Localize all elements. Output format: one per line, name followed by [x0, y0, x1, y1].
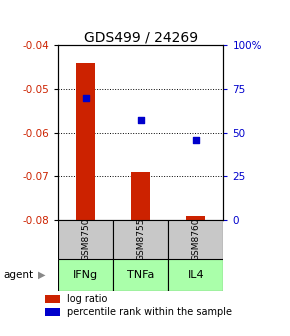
- Text: GSM8755: GSM8755: [136, 218, 145, 261]
- Bar: [58, 220, 113, 259]
- Bar: [168, 259, 223, 291]
- Text: GSM8760: GSM8760: [191, 218, 200, 261]
- Bar: [168, 220, 223, 259]
- Text: percentile rank within the sample: percentile rank within the sample: [67, 307, 232, 317]
- Bar: [58, 259, 113, 291]
- Bar: [76, 63, 95, 220]
- Bar: [113, 259, 168, 291]
- Bar: [45, 308, 60, 317]
- Point: [83, 95, 88, 100]
- Point: [138, 118, 143, 123]
- Bar: [45, 295, 60, 303]
- Title: GDS499 / 24269: GDS499 / 24269: [84, 30, 198, 44]
- Text: log ratio: log ratio: [67, 294, 107, 304]
- Bar: [186, 216, 205, 220]
- Bar: [113, 220, 168, 259]
- Text: IFNg: IFNg: [73, 270, 98, 280]
- Text: IL4: IL4: [187, 270, 204, 280]
- Text: GSM8750: GSM8750: [81, 218, 90, 261]
- Point: [193, 137, 198, 142]
- Bar: [131, 172, 150, 220]
- Text: TNFa: TNFa: [127, 270, 154, 280]
- Text: ▶: ▶: [38, 270, 46, 280]
- Text: agent: agent: [3, 270, 33, 280]
